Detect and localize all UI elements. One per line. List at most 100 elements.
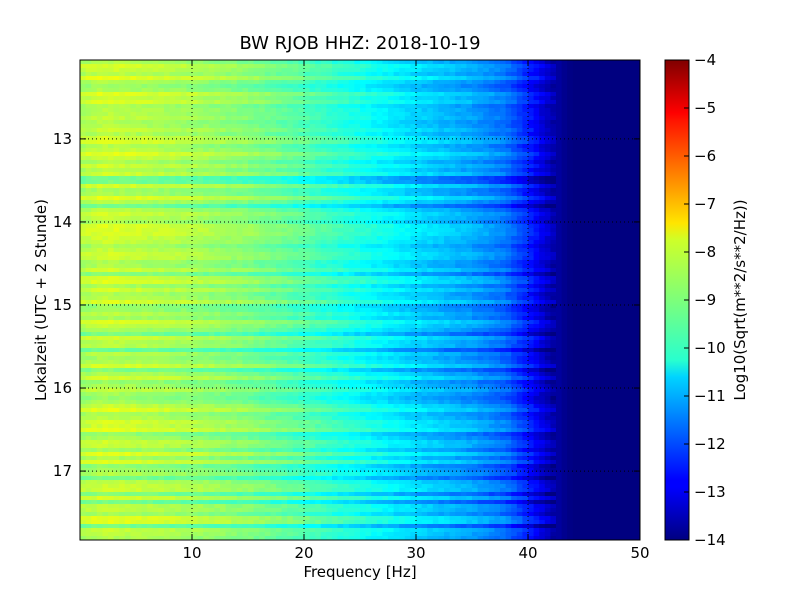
heatmap-cell: [567, 208, 574, 213]
heatmap-cell: [539, 108, 546, 113]
heatmap-cell: [186, 176, 193, 181]
heatmap-cell: [376, 136, 383, 141]
heatmap-cell: [427, 244, 434, 249]
heatmap-cell: [242, 128, 249, 133]
heatmap-cell: [494, 84, 501, 89]
heatmap-cell: [483, 224, 490, 229]
heatmap-cell: [315, 236, 322, 241]
heatmap-cell: [259, 88, 266, 93]
heatmap-cell: [264, 144, 271, 149]
heatmap-cell: [572, 256, 579, 261]
heatmap-cell: [488, 216, 495, 221]
heatmap-cell: [124, 216, 131, 221]
heatmap-cell: [595, 224, 602, 229]
heatmap-cell: [124, 76, 131, 81]
heatmap-cell: [421, 164, 428, 169]
heatmap-cell: [572, 144, 579, 149]
heatmap-cell: [236, 156, 243, 161]
heatmap-cell: [203, 88, 210, 93]
heatmap-cell: [270, 216, 277, 221]
heatmap-cell: [91, 184, 98, 189]
heatmap-cell: [96, 136, 103, 141]
heatmap-cell: [388, 240, 395, 245]
heatmap-cell: [298, 164, 305, 169]
heatmap-cell: [264, 88, 271, 93]
heatmap-cell: [511, 72, 518, 77]
heatmap-cell: [130, 208, 137, 213]
heatmap-cell: [528, 116, 535, 121]
heatmap-cell: [348, 216, 355, 221]
heatmap-cell: [628, 192, 635, 197]
heatmap-cell: [152, 88, 159, 93]
heatmap-cell: [455, 120, 462, 125]
heatmap-cell: [292, 164, 299, 169]
heatmap-cell: [175, 96, 182, 101]
heatmap-cell: [253, 60, 260, 65]
heatmap-cell: [388, 236, 395, 241]
heatmap-cell: [208, 256, 215, 261]
heatmap-cell: [466, 64, 473, 69]
heatmap-cell: [606, 172, 613, 177]
heatmap-cell: [421, 192, 428, 197]
heatmap-cell: [438, 104, 445, 109]
heatmap-cell: [410, 184, 417, 189]
heatmap-cell: [617, 184, 624, 189]
heatmap-cell: [292, 232, 299, 237]
heatmap-cell: [236, 196, 243, 201]
heatmap-cell: [544, 212, 551, 217]
heatmap-cell: [192, 60, 199, 65]
heatmap-cell: [634, 168, 640, 173]
heatmap-cell: [158, 212, 165, 217]
heatmap-cell: [343, 96, 350, 101]
heatmap-cell: [214, 116, 221, 121]
heatmap-cell: [544, 132, 551, 137]
heatmap-cell: [365, 80, 372, 85]
heatmap-cell: [326, 144, 333, 149]
heatmap-cell: [365, 196, 372, 201]
heatmap-cell: [102, 200, 109, 205]
heatmap-cell: [438, 136, 445, 141]
heatmap-cell: [460, 108, 467, 113]
heatmap-cell: [136, 156, 143, 161]
heatmap-cell: [365, 112, 372, 117]
heatmap-cell: [584, 80, 591, 85]
heatmap-cell: [628, 76, 635, 81]
heatmap-cell: [617, 232, 624, 237]
heatmap-cell: [634, 200, 640, 205]
heatmap-cell: [628, 96, 635, 101]
heatmap-cell: [393, 180, 400, 185]
heatmap-cell: [141, 136, 148, 141]
heatmap-cell: [91, 76, 98, 81]
heatmap-cell: [175, 116, 182, 121]
heatmap-cell: [382, 108, 389, 113]
heatmap-cell: [612, 248, 619, 253]
heatmap-cell: [332, 64, 339, 69]
heatmap-cell: [270, 124, 277, 129]
heatmap-cell: [158, 88, 165, 93]
heatmap-cell: [505, 224, 512, 229]
heatmap-cell: [119, 132, 126, 137]
heatmap-cell: [500, 136, 507, 141]
heatmap-cell: [236, 256, 243, 261]
heatmap-cell: [371, 132, 378, 137]
heatmap-cell: [242, 100, 249, 105]
heatmap-cell: [225, 240, 232, 245]
heatmap-cell: [600, 144, 607, 149]
heatmap-cell: [533, 120, 540, 125]
heatmap-cell: [472, 224, 479, 229]
heatmap-cell: [180, 168, 187, 173]
heatmap-cell: [175, 252, 182, 257]
heatmap-cell: [281, 92, 288, 97]
heatmap-cell: [158, 76, 165, 81]
heatmap-cell: [623, 148, 630, 153]
heatmap-cell: [91, 252, 98, 257]
heatmap-cell: [203, 164, 210, 169]
heatmap-cell: [220, 112, 227, 117]
heatmap-cell: [410, 252, 417, 257]
heatmap-cell: [516, 92, 523, 97]
heatmap-cell: [130, 244, 137, 249]
heatmap-cell: [248, 112, 255, 117]
heatmap-cell: [180, 144, 187, 149]
heatmap-cell: [360, 248, 367, 253]
heatmap-cell: [528, 172, 535, 177]
